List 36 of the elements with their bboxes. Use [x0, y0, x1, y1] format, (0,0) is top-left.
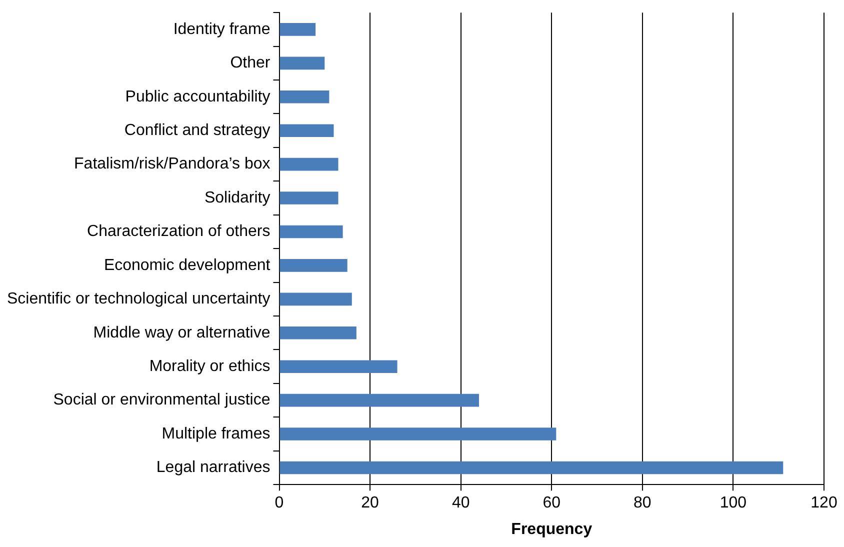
bar: [280, 259, 348, 272]
y-tick-label: Solidarity: [204, 189, 270, 206]
x-tick-label: 60: [542, 494, 561, 512]
x-tick-label: 100: [720, 494, 747, 512]
y-tick-label: Fatalism/risk/Pandora’s box: [74, 156, 270, 173]
bar: [280, 461, 784, 474]
bar: [280, 192, 338, 204]
y-tick-label: Scientific or technological uncertainty: [7, 290, 270, 308]
y-tick-label: Identity frame: [173, 20, 270, 38]
x-axis-title: Frequency: [511, 520, 592, 538]
y-tick-label: Middle way or alternative: [93, 324, 270, 342]
bar: [280, 292, 352, 306]
bar: [280, 124, 334, 138]
x-tick-label: 20: [361, 494, 380, 512]
y-tick-label: Social or environmental justice: [53, 392, 270, 409]
bar: [280, 158, 338, 171]
y-tick-label: Other: [230, 54, 271, 72]
bar: [280, 360, 398, 374]
bar: [280, 23, 316, 36]
x-tick-label: 40: [452, 494, 470, 512]
y-tick-label: Public accountability: [125, 88, 270, 106]
y-tick-label: Morality or ethics: [149, 358, 270, 376]
bar: [280, 56, 325, 70]
y-tick-label: Economic development: [104, 256, 271, 274]
y-tick-label: Multiple frames: [162, 425, 270, 442]
bar: [280, 428, 556, 440]
x-tick-label: 80: [634, 494, 652, 512]
bar: [280, 394, 479, 407]
bar: [280, 90, 330, 104]
bar: [280, 326, 356, 340]
y-tick-label: Conflict and strategy: [124, 122, 270, 140]
bar: [280, 225, 343, 238]
x-tick-label: 0: [274, 494, 284, 512]
y-tick-label: Legal narratives: [156, 459, 270, 476]
x-tick-label: 120: [810, 494, 838, 512]
y-tick-label: Characterization of others: [87, 223, 270, 240]
